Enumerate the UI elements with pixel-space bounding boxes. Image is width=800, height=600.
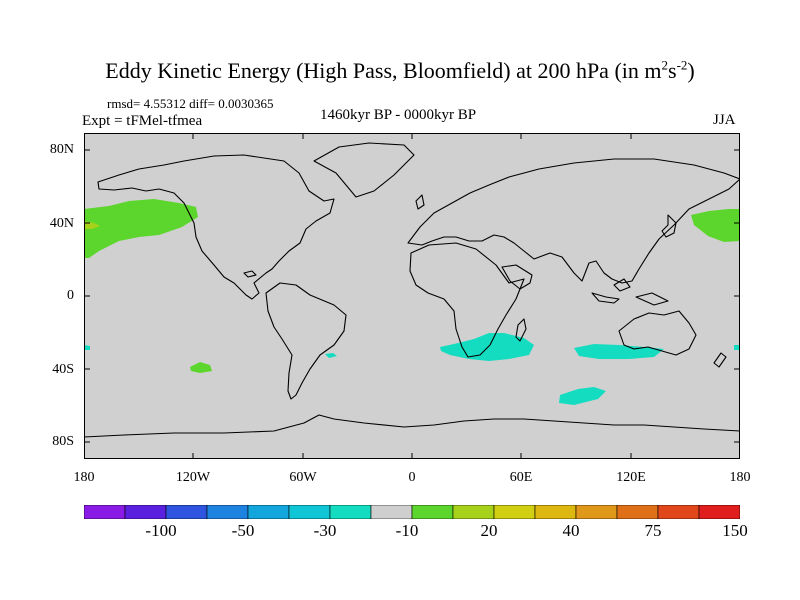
- lon-label-0: 0: [408, 470, 416, 485]
- patch-south-atlantic: [325, 353, 337, 358]
- season-label: JJA: [713, 112, 736, 128]
- patch-south-pacific: [190, 362, 212, 373]
- colorbar-box-13: [616, 505, 659, 519]
- lon-label-180e: 180: [729, 470, 751, 485]
- colorbar-label-40: 40: [562, 521, 580, 540]
- lon-label-120w: 120W: [175, 470, 211, 485]
- axis-ticks: [84, 133, 740, 459]
- patch-south-indian-west: [440, 333, 534, 361]
- colorbar-box-3: [206, 505, 249, 519]
- colorbar-label-75: 75: [644, 521, 662, 540]
- colorbar-box-4: [247, 505, 290, 519]
- colorbar-label-minus100: -100: [145, 521, 177, 540]
- colorbar-box-11: [534, 505, 577, 519]
- colorbar-box-1: [124, 505, 167, 519]
- colorbar-box-10: [493, 505, 536, 519]
- stats-text: rmsd= 4.55312 diff= 0.0030365: [107, 96, 274, 111]
- lon-label-120e: 120E: [616, 470, 646, 485]
- colorbar-box-15: [698, 505, 740, 519]
- colorbar-label-20: 20: [480, 521, 498, 540]
- patch-dateline-east: [734, 345, 740, 350]
- patch-northwest-pacific: [691, 209, 740, 242]
- colorbar-box-8: [411, 505, 454, 519]
- colorbar: [84, 505, 740, 519]
- lat-label-40s: 40S: [52, 362, 74, 377]
- colorbar-label-minus10: -10: [395, 521, 419, 540]
- lon-label-60e: 60E: [509, 470, 533, 485]
- period-label: 1460kyr BP - 0000kyr BP: [320, 107, 477, 123]
- lat-label-0: 0: [67, 288, 74, 303]
- colorbar-box-14: [657, 505, 700, 519]
- colorbar-box-6: [329, 505, 372, 519]
- colorbar-label-150: 150: [722, 521, 748, 540]
- colorbar-label-minus30: -30: [313, 521, 337, 540]
- world-map: [84, 133, 740, 459]
- lat-label-80n: 80N: [49, 142, 74, 157]
- lat-label-80s: 80S: [52, 434, 74, 449]
- lon-label-180w: 180: [73, 470, 95, 485]
- experiment-label: Expt = tFMel-tfmea: [82, 113, 203, 129]
- coastlines: [84, 142, 740, 438]
- map-background: [84, 133, 740, 459]
- colorbar-box-2: [165, 505, 208, 519]
- colorbar-box-9: [452, 505, 495, 519]
- plot-title: Eddy Kinetic Energy (High Pass, Bloomfie…: [105, 57, 695, 83]
- lat-label-40n: 40N: [49, 216, 74, 231]
- lon-label-60w: 60W: [289, 470, 317, 485]
- patch-dateline-west: [84, 345, 90, 350]
- colorbar-box-5: [288, 505, 331, 519]
- colorbar-box-7: [370, 505, 413, 519]
- colorbar-box-12: [575, 505, 618, 519]
- colorbar-label-minus50: -50: [231, 521, 255, 540]
- colorbar-box-0: [84, 505, 126, 519]
- patch-southern-ocean: [559, 387, 606, 405]
- patch-northeast-pacific: [84, 199, 198, 258]
